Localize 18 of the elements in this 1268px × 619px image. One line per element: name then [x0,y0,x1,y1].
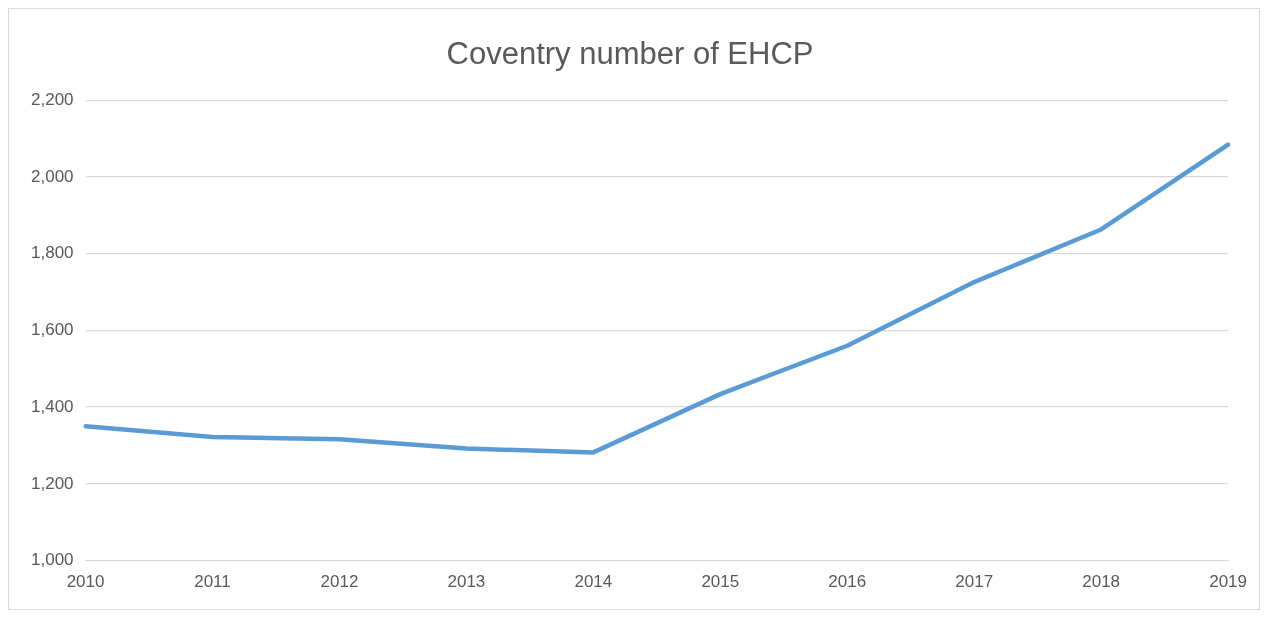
y-tick-label: 2,000 [30,166,74,186]
y-tick-label: 2,200 [30,89,74,109]
x-tick-label: 2016 [828,572,867,592]
x-tick-label: 2017 [955,572,994,592]
y-tick-label: 1,000 [30,550,74,570]
x-tick-label: 2011 [194,572,231,592]
y-tick-label: 1,600 [30,320,74,340]
x-tick-label: 2015 [701,572,740,592]
x-tick-label: 2019 [1209,572,1247,592]
x-tick-label: 2018 [1082,572,1121,592]
y-tick-label: 1,200 [30,473,74,493]
chart-title: Coventry number of EHCP [446,36,814,72]
x-tick-label: 2012 [320,572,359,592]
y-tick-label: 1,800 [30,243,74,263]
x-tick-label: 2014 [574,572,613,592]
y-tick-label: 1,400 [30,396,74,416]
x-tick-label: 2010 [66,572,105,592]
x-tick-label: 2013 [447,572,486,592]
